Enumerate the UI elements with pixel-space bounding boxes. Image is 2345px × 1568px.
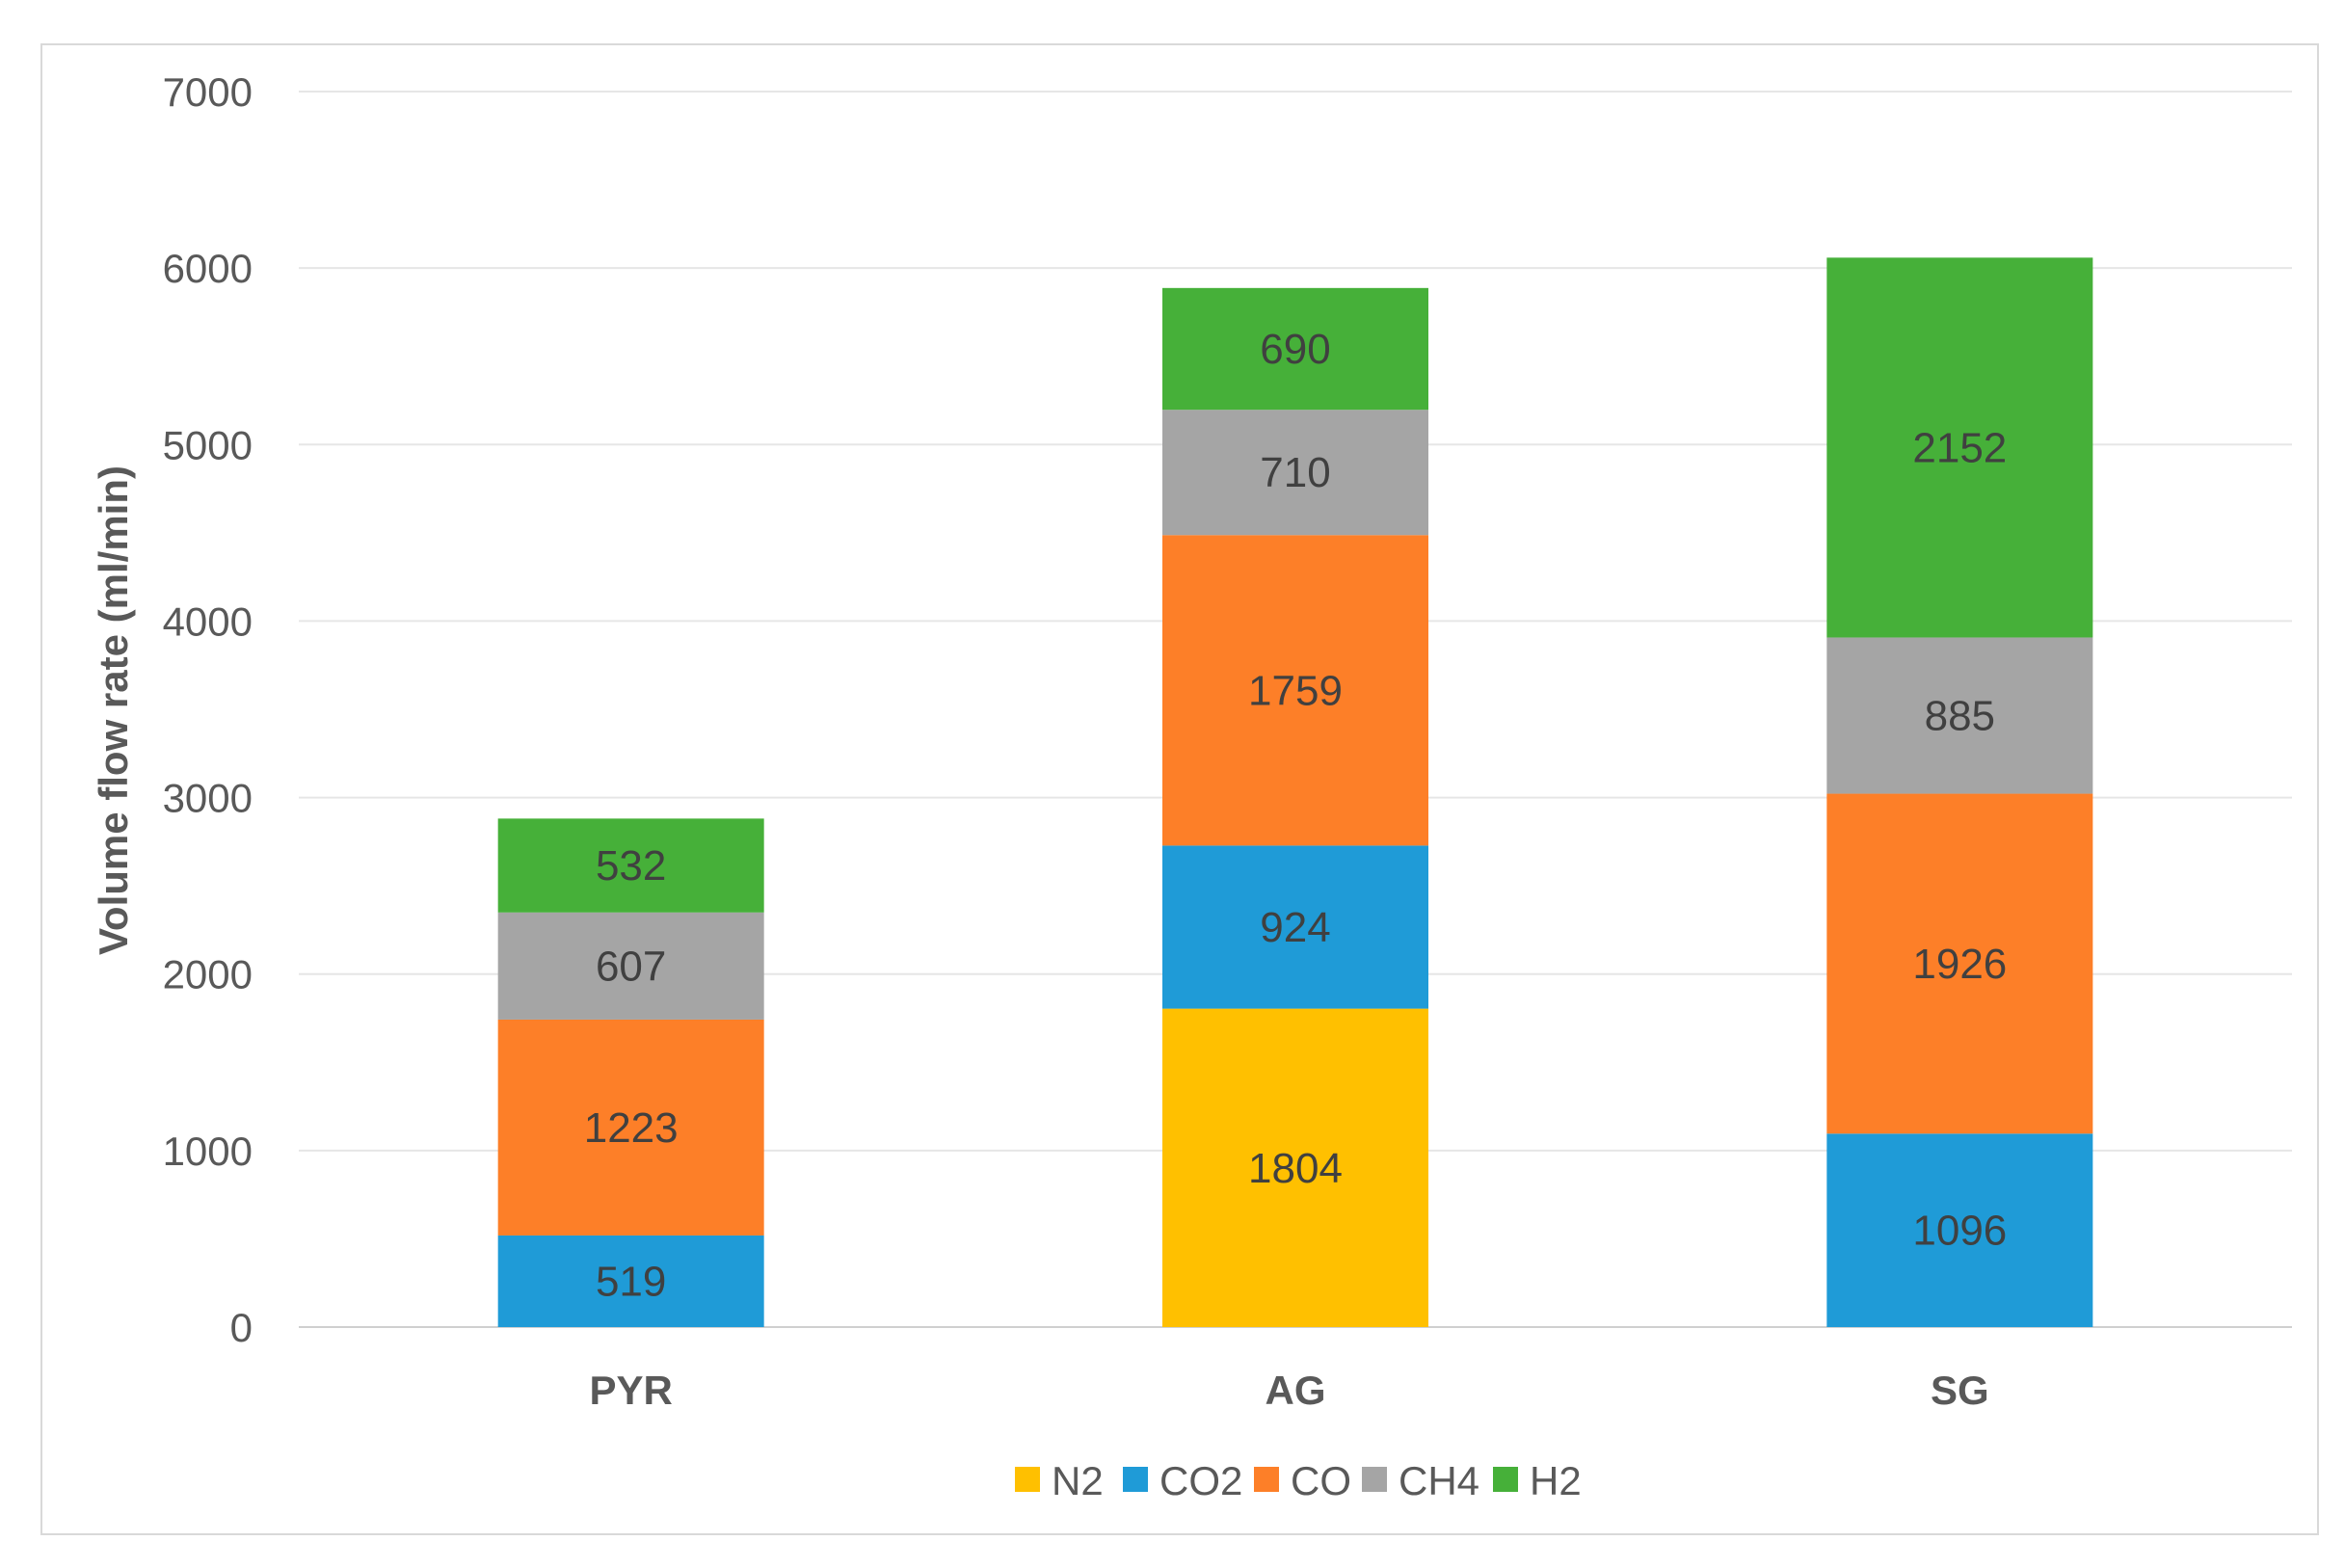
bar-segment-ag-n2[interactable]: [1162, 1008, 1428, 1327]
legend-swatch: [1123, 1467, 1148, 1492]
x-category-label: PYR: [589, 1368, 672, 1413]
y-axis-ticks: 0 1000 2000 3000 4000 5000 6000 7000: [163, 69, 253, 1350]
bar-segment-pyr-co[interactable]: [497, 1019, 764, 1236]
x-axis-categories: PYR AG SG: [589, 1368, 1988, 1413]
legend-label: N2: [1052, 1458, 1104, 1503]
legend-label: CO: [1291, 1458, 1351, 1503]
legend-item-co2[interactable]: CO2: [1123, 1458, 1242, 1503]
bar-segment-pyr-co2[interactable]: [497, 1235, 764, 1327]
data-label: 1096: [1912, 1208, 2007, 1255]
data-label: 924: [1260, 904, 1330, 951]
legend-item-n2[interactable]: N2: [1015, 1458, 1104, 1503]
legend-label: CH4: [1399, 1458, 1479, 1503]
data-label: 710: [1260, 449, 1330, 496]
y-axis-title: Volume flow rate (ml/min): [91, 465, 136, 955]
bar-segment-pyr-ch4[interactable]: [497, 912, 764, 1020]
data-label: 2152: [1912, 424, 2007, 471]
bar-segment-ag-co[interactable]: [1162, 535, 1428, 846]
legend-swatch: [1254, 1467, 1279, 1492]
bar-segment-sg-co[interactable]: [1826, 793, 2093, 1134]
legend-swatch: [1362, 1467, 1387, 1492]
y-tick-label: 7000: [163, 69, 253, 115]
bar-segment-sg-h2[interactable]: [1826, 257, 2093, 638]
legend-label: H2: [1530, 1458, 1582, 1503]
legend-item-ch4[interactable]: CH4: [1362, 1458, 1479, 1503]
legend[interactable]: N2 CO2 CO CH4 H2: [1015, 1458, 1582, 1503]
bar-segment-sg-co2[interactable]: [1826, 1133, 2093, 1327]
data-label: 607: [596, 943, 666, 990]
y-tick-label: 6000: [163, 246, 253, 291]
data-label: 1926: [1912, 941, 2007, 988]
y-tick-label: 4000: [163, 598, 253, 644]
data-label: 1759: [1248, 667, 1343, 714]
legend-label: CO2: [1159, 1458, 1242, 1503]
bar-segment-ag-co2[interactable]: [1162, 845, 1428, 1009]
y-tick-label: 2000: [163, 952, 253, 997]
data-label: 1804: [1248, 1145, 1343, 1192]
legend-item-co[interactable]: CO: [1254, 1458, 1351, 1503]
y-tick-label: 1000: [163, 1129, 253, 1174]
legend-item-h2[interactable]: H2: [1493, 1458, 1582, 1503]
data-label: 690: [1260, 326, 1330, 373]
bar-segment-ag-h2[interactable]: [1162, 287, 1428, 411]
bar-segment-ag-ch4[interactable]: [1162, 410, 1428, 536]
data-label: 532: [596, 842, 666, 890]
bar-segment-pyr-h2[interactable]: [497, 818, 764, 913]
legend-swatch: [1493, 1467, 1518, 1492]
bar-segment-sg-ch4[interactable]: [1826, 637, 2093, 794]
data-label: 519: [596, 1258, 666, 1305]
bars: 519 1223 607 532 1804 924 1759 710 690 1096 1926 88…: [497, 257, 2093, 1327]
legend-swatch: [1015, 1467, 1040, 1492]
x-category-label: AG: [1266, 1368, 1326, 1413]
y-tick-label: 5000: [163, 422, 253, 467]
y-tick-label: 0: [230, 1305, 253, 1350]
y-tick-label: 3000: [163, 776, 253, 821]
data-label: 1223: [584, 1104, 679, 1152]
data-label: 885: [1925, 693, 1995, 740]
x-category-label: SG: [1931, 1368, 1989, 1413]
